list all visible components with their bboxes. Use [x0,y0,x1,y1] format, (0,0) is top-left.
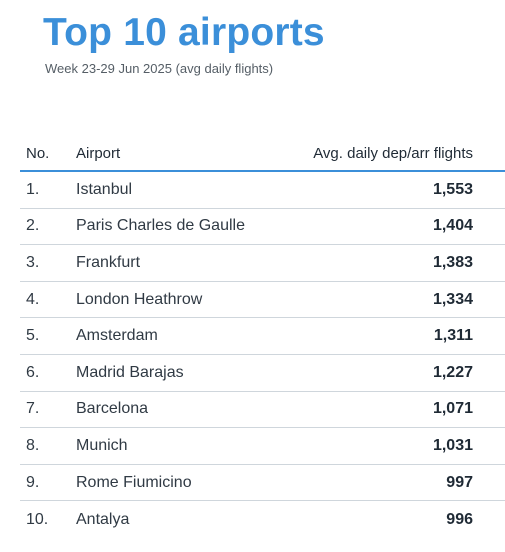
table-header-row: No. Airport Avg. daily dep/arr flights [20,136,505,172]
airport-cell: Madrid Barajas [76,363,184,381]
airport-cell: London Heathrow [76,290,203,308]
rank-cell: 7. [26,400,40,418]
flights-cell: 1,383 [432,253,473,271]
table-row: 2. Paris Charles de Gaulle 1,404 [20,209,505,246]
flights-cell: 996 [446,510,473,528]
rank-cell: 4. [26,290,40,308]
flights-cell: 1,031 [432,436,473,454]
flights-cell: 1,334 [432,290,473,308]
page-title: Top 10 airports [43,11,325,54]
rank-cell: 3. [26,253,40,271]
rank-cell: 5. [26,327,40,345]
table-row: 7. Barcelona 1,071 [20,392,505,429]
flights-cell: 1,404 [432,217,473,235]
flights-cell: 1,071 [432,400,473,418]
rank-cell: 6. [26,363,40,381]
rank-cell: 8. [26,436,40,454]
airport-cell: Amsterdam [76,327,158,345]
rank-cell: 9. [26,473,40,491]
table-row: 9. Rome Fiumicino 997 [20,465,505,502]
table-row: 10. Antalya 996 [20,501,505,538]
airport-cell: Frankfurt [76,253,141,271]
airport-cell: Paris Charles de Gaulle [76,217,245,235]
rank-cell: 10. [26,510,49,528]
flights-cell: 997 [446,473,473,491]
flights-cell: 1,311 [433,327,473,345]
column-header-airport: Airport [76,144,121,162]
table-row: 1. Istanbul 1,553 [20,172,505,209]
rank-cell: 1. [26,180,40,198]
table-row: 4. London Heathrow 1,334 [20,282,505,319]
column-header-no: No. [26,144,50,162]
table-row: 6. Madrid Barajas 1,227 [20,355,505,392]
table-row: 5. Amsterdam 1,311 [20,318,505,355]
table-row: 8. Munich 1,031 [20,428,505,465]
flights-cell: 1,553 [432,180,473,198]
airport-cell: Barcelona [76,400,149,418]
page-subtitle: Week 23-29 Jun 2025 (avg daily flights) [45,61,274,76]
airport-cell: Antalya [76,510,130,528]
rank-cell: 2. [26,217,40,235]
airport-cell: Munich [76,436,128,454]
flights-cell: 1,227 [432,363,473,381]
airport-cell: Rome Fiumicino [76,473,192,491]
table-row: 3. Frankfurt 1,383 [20,245,505,282]
airports-table: No. Airport Avg. daily dep/arr flights 1… [20,136,505,538]
column-header-flights: Avg. daily dep/arr flights [313,144,473,162]
airport-cell: Istanbul [76,180,133,198]
